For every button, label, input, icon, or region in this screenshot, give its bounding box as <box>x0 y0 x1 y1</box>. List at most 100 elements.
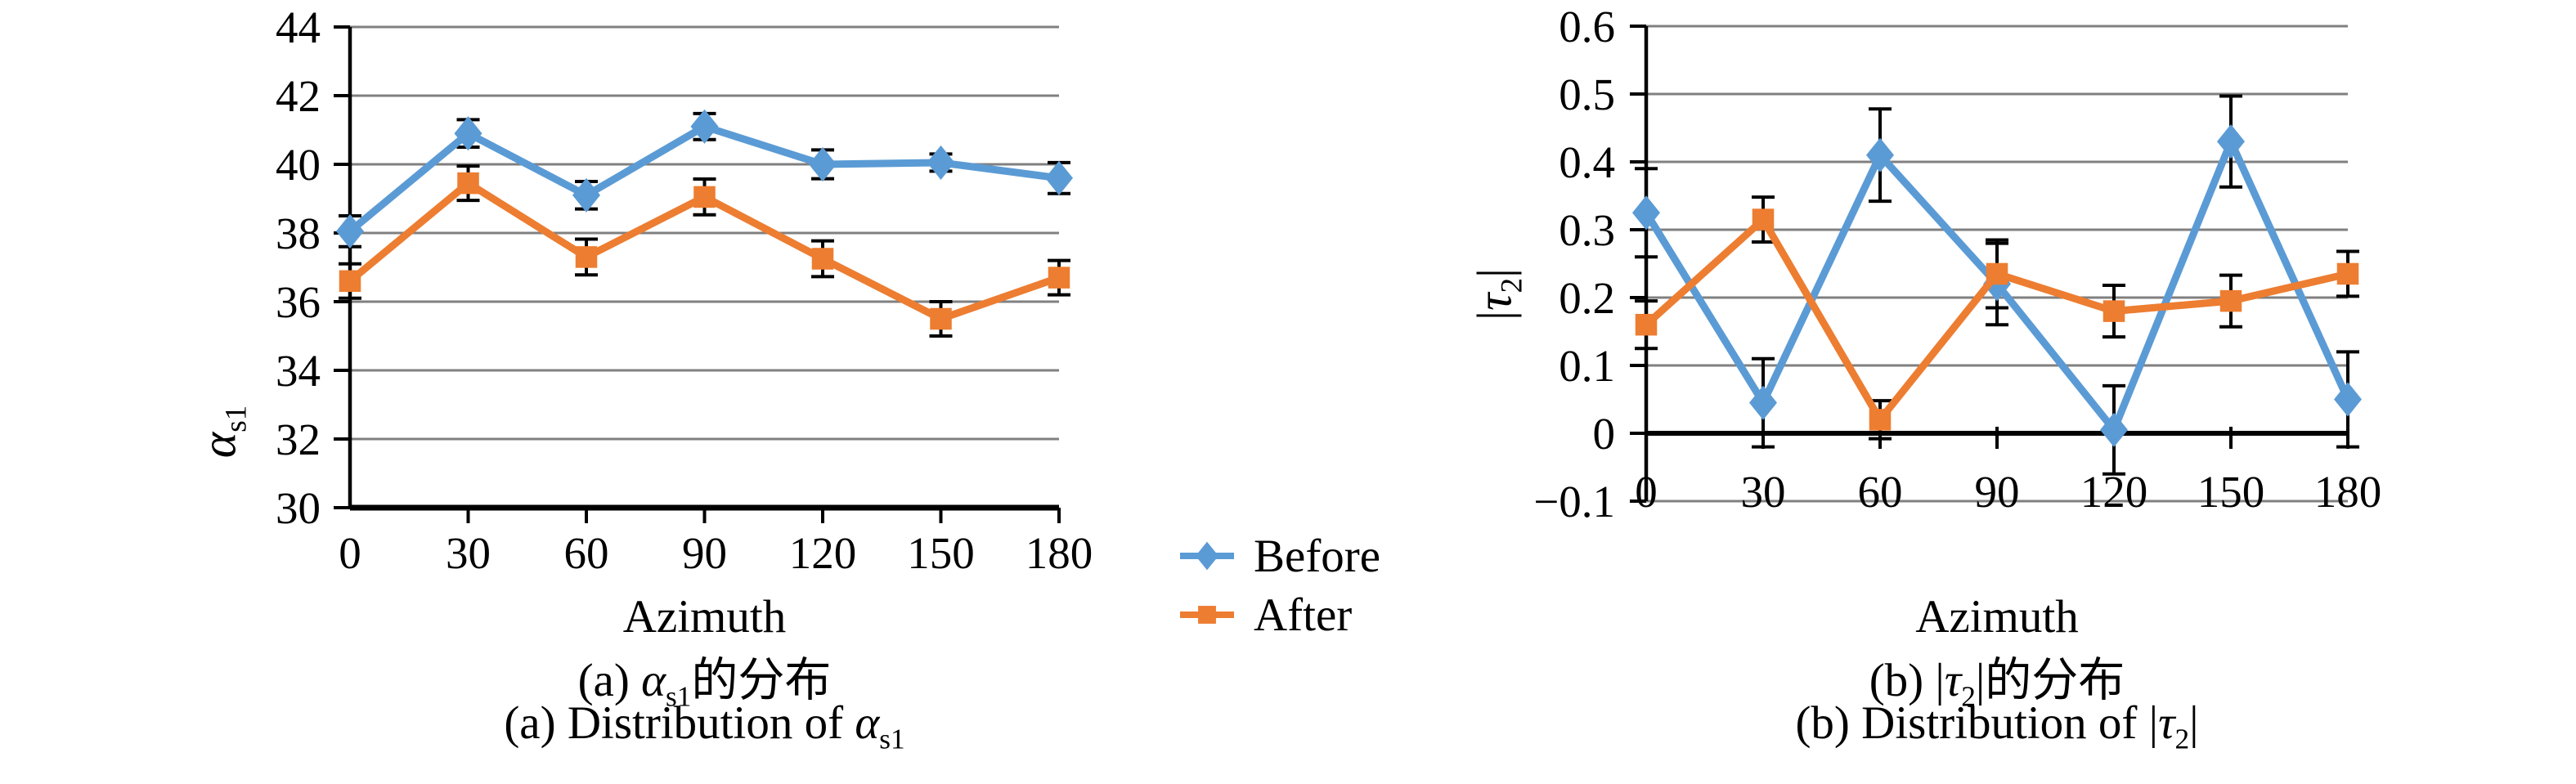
data-point-before <box>336 213 364 249</box>
ylabel-a-subscript: s1 <box>219 405 254 432</box>
caption-b-cn-sub: 2 <box>1961 680 1976 713</box>
caption-b-en-post: | <box>2189 697 2199 749</box>
caption-a-en-pre: (a) Distribution of <box>504 697 855 749</box>
data-point-after <box>2103 300 2125 322</box>
data-point-before <box>572 177 600 213</box>
x-tick-label: 150 <box>907 528 975 578</box>
caption-b-cn-pre: (b) | <box>1869 655 1945 706</box>
y-tick-label: 42 <box>276 71 321 121</box>
data-point-before <box>1749 385 1777 420</box>
data-point-after <box>2219 289 2242 312</box>
x-tick-label: 0 <box>1635 467 1658 517</box>
series-after <box>339 172 1070 330</box>
ylabel-b-pre: | <box>1467 311 1522 321</box>
y-tick-label: 0.2 <box>1559 273 1615 323</box>
caption-b-en-pre: (b) Distribution of | <box>1795 697 2159 749</box>
x-tick-label: 180 <box>1025 528 1093 578</box>
legend: Before After <box>1180 530 1380 647</box>
x-tick-label: 120 <box>789 528 857 578</box>
y-axis: 44 42 40 38 36 34 32 30 <box>276 2 352 533</box>
ylabel-b-subscript: 2 <box>1495 277 1529 293</box>
caption-a-english: (a) Distribution of αs1 <box>350 697 1059 755</box>
y-tick-label: 0.5 <box>1559 69 1615 119</box>
data-point-after <box>811 248 834 270</box>
y-tick-label: 0 <box>1593 409 1616 459</box>
data-point-after <box>339 270 361 293</box>
y-tick-label: 0.4 <box>1559 137 1615 187</box>
data-point-after <box>1986 262 2008 285</box>
gridlines <box>350 25 1059 441</box>
data-point-before <box>690 109 719 144</box>
x-axis-title-chart-a: Azimuth <box>622 591 787 643</box>
chart-b: 0.60.50.40.30.20.10−0.1 0 30 60 90 120 150 180 <box>1533 2 2381 526</box>
y-axis-title-alpha-s1: αs1 <box>191 405 254 459</box>
data-point-after <box>693 186 716 208</box>
ylabel-b-symbol: τ <box>1467 293 1522 311</box>
legend-marker-shape <box>1196 541 1218 571</box>
data-point-after <box>1752 208 1775 231</box>
y-axis: 0.6 0.5 0.4 0.3 0.2 0.1 0 −0.1 <box>1533 2 1649 526</box>
legend-marker-before <box>1180 541 1234 571</box>
data-point-before <box>809 146 837 182</box>
data-point-before <box>1045 160 1073 195</box>
x-tick-label: 90 <box>1975 467 2020 517</box>
data-point-after <box>1635 313 1658 336</box>
x-tick-label: 60 <box>564 528 609 578</box>
data-point-after <box>575 246 598 268</box>
y-tick-label: −0.1 <box>1533 477 1615 526</box>
caption-a-chinese: (a) αs1的分布 <box>350 643 1059 713</box>
x-axis: 0 30 60 90 120 150 180 <box>1635 427 2381 517</box>
x-tick-label: 180 <box>2314 467 2382 517</box>
legend-label-before: Before <box>1254 530 1381 582</box>
legend-label-after: After <box>1254 589 1353 641</box>
y-tick-label: 0.1 <box>1559 341 1615 391</box>
x-tick-label: 0 <box>339 528 361 578</box>
ylabel-a-symbol: α <box>191 432 246 459</box>
caption-b-chinese: (b) |τ2|的分布 <box>1646 643 2348 713</box>
error-bars-after <box>1635 195 2359 441</box>
caption-a-en-symbol: α <box>855 697 880 749</box>
series-before <box>336 109 1073 249</box>
y-tick-label: 44 <box>276 2 321 52</box>
ylabel-b-post: | <box>1467 267 1522 278</box>
data-point-before <box>1866 137 1894 172</box>
y-tick-label: 38 <box>276 208 321 258</box>
y-axis-title-tau-2: |τ2| <box>1467 268 1530 320</box>
y-tick-label: 0.6 <box>1559 2 1615 52</box>
data-point-after <box>457 172 479 195</box>
y-tick-label: 32 <box>276 414 321 464</box>
caption-a-cn-post: 的分布 <box>691 655 832 706</box>
data-point-before <box>1632 195 1660 231</box>
legend-marker-after <box>1180 606 1234 624</box>
series-after <box>1635 208 2359 431</box>
caption-a-cn-sub: s1 <box>666 680 692 713</box>
x-tick-label: 90 <box>682 528 727 578</box>
caption-b-english: (b) Distribution of |τ2| <box>1646 697 2348 755</box>
data-point-before <box>2217 124 2245 159</box>
data-point-before <box>2100 412 2128 447</box>
caption-b-cn-symbol: τ <box>1944 655 1962 706</box>
y-tick-label: 30 <box>276 483 321 533</box>
x-tick-label: 30 <box>1741 467 1786 517</box>
series-before <box>1632 124 2362 447</box>
chart-a: 44 42 40 38 36 34 32 30 0 30 60 90 120 150 180 <box>276 2 1093 578</box>
caption-a-cn-symbol: α <box>641 655 666 706</box>
y-tick-label: 0.3 <box>1559 205 1615 255</box>
legend-marker-shape <box>1198 606 1216 624</box>
caption-b-en-sub: 2 <box>2174 723 2190 755</box>
x-tick-label: 150 <box>2197 467 2265 517</box>
data-point-before <box>454 116 482 151</box>
legend-item-before: Before <box>1180 530 1380 582</box>
y-tick-label: 34 <box>276 346 321 396</box>
x-tick-label: 30 <box>446 528 491 578</box>
caption-a-cn-pre: (a) <box>577 655 642 706</box>
y-tick-label: 36 <box>276 277 321 327</box>
caption-b-en-symbol: τ <box>2158 697 2175 749</box>
data-point-after <box>1869 409 1892 431</box>
legend-item-after: After <box>1180 589 1380 641</box>
x-axis-title-chart-b: Azimuth <box>1915 591 2079 643</box>
x-tick-label: 60 <box>1858 467 1903 517</box>
y-tick-label: 40 <box>276 140 321 190</box>
data-point-after <box>930 307 952 330</box>
